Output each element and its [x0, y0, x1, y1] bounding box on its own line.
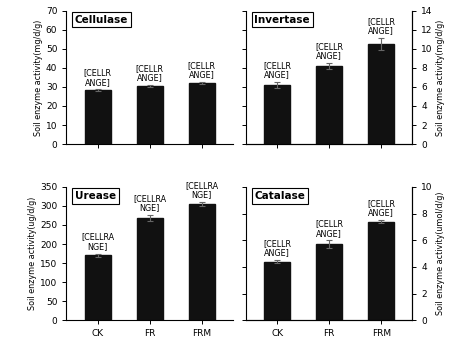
- Text: Invertase: Invertase: [255, 14, 310, 25]
- Text: [CELLRA
NGE]: [CELLRA NGE]: [185, 181, 218, 199]
- Text: [CELLR
ANGE]: [CELLR ANGE]: [83, 68, 111, 87]
- Text: [CELLR
ANGE]: [CELLR ANGE]: [188, 61, 216, 79]
- Bar: [84, 90, 110, 144]
- Bar: [368, 221, 394, 320]
- Bar: [316, 66, 342, 144]
- Text: Catalase: Catalase: [255, 191, 305, 201]
- Text: [CELLRA
NGE]: [CELLRA NGE]: [81, 233, 114, 251]
- Text: [CELLR
ANGE]: [CELLR ANGE]: [315, 219, 343, 238]
- Bar: [316, 244, 342, 320]
- Text: [CELLR
ANGE]: [CELLR ANGE]: [263, 61, 291, 80]
- Bar: [189, 204, 215, 320]
- Bar: [189, 83, 215, 144]
- Text: [CELLR
ANGE]: [CELLR ANGE]: [136, 64, 164, 82]
- Bar: [264, 262, 290, 320]
- Y-axis label: Soil enzyme activity(umol/d/g): Soil enzyme activity(umol/d/g): [436, 192, 445, 315]
- Bar: [264, 85, 290, 144]
- Text: Cellulase: Cellulase: [75, 14, 128, 25]
- Y-axis label: Soil enzyme activity(mg/d/g): Soil enzyme activity(mg/d/g): [436, 19, 445, 136]
- Bar: [368, 44, 394, 144]
- Text: [CELLR
ANGE]: [CELLR ANGE]: [263, 239, 291, 257]
- Text: [CELLR
ANGE]: [CELLR ANGE]: [367, 17, 395, 36]
- Text: Urease: Urease: [75, 191, 116, 201]
- Text: [CELLR
ANGE]: [CELLR ANGE]: [367, 199, 395, 217]
- Y-axis label: Soil enzyme activity(mg/d/g): Soil enzyme activity(mg/d/g): [34, 19, 43, 136]
- Bar: [137, 86, 163, 144]
- Bar: [84, 256, 110, 320]
- Text: [CELLRA
NGE]: [CELLRA NGE]: [133, 194, 166, 212]
- Y-axis label: Soil enzyme activity(ug/d/g): Soil enzyme activity(ug/d/g): [28, 197, 37, 310]
- Text: [CELLR
ANGE]: [CELLR ANGE]: [315, 42, 343, 60]
- Bar: [137, 218, 163, 320]
